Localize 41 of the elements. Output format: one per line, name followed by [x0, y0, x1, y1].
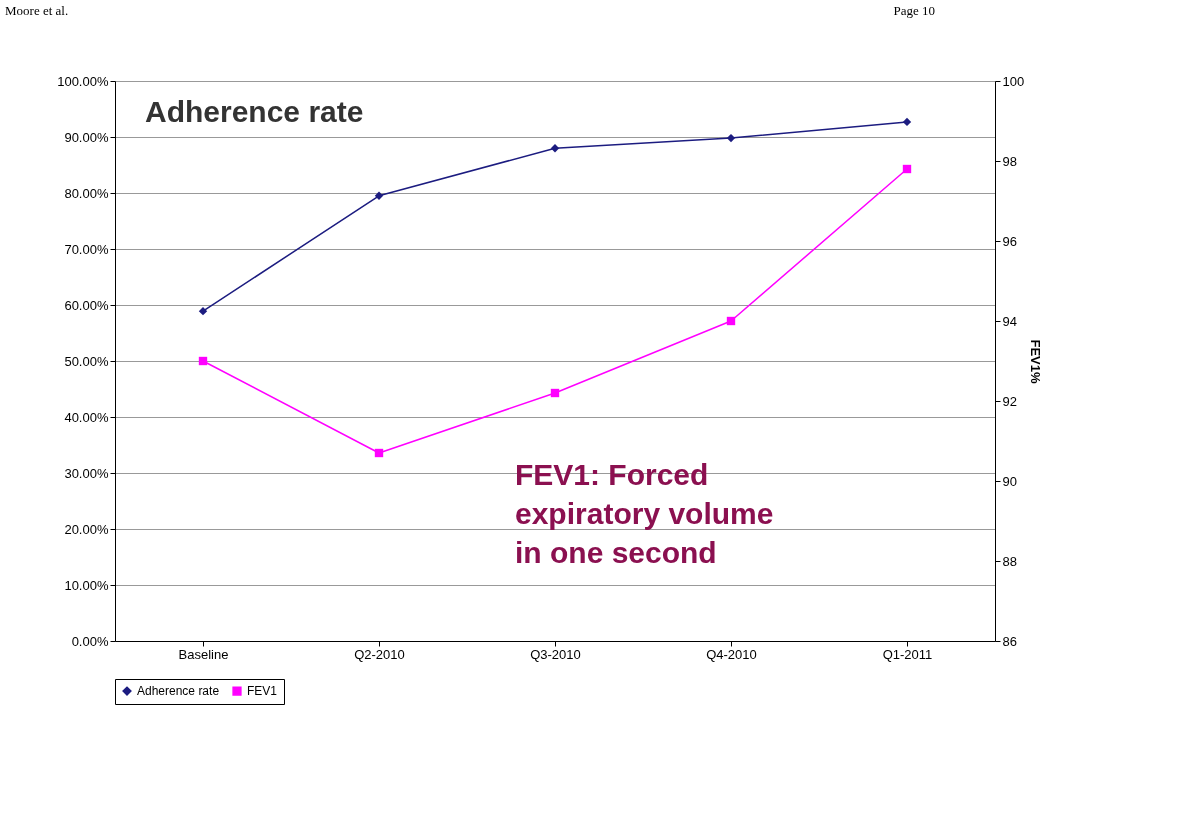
- point: [902, 164, 912, 174]
- point: [902, 117, 912, 127]
- y-tick-label: 60.00%: [64, 297, 109, 313]
- y2-tick-label: 98: [1002, 153, 1017, 169]
- point: [198, 356, 208, 366]
- annotation: FEV1: Forced expiratory volume in one second: [515, 458, 774, 569]
- legend-label: FEV1: [247, 684, 278, 699]
- y-tick-label: 50.00%: [64, 353, 109, 369]
- point: [550, 144, 560, 153]
- x-tick-label: Q2-2010: [354, 646, 405, 662]
- y-tick-label: 20.00%: [64, 521, 109, 537]
- y-tick-label: 70.00%: [64, 241, 109, 257]
- text: Page 10: [893, 3, 935, 18]
- y2-tick-label: 90: [1002, 473, 1017, 489]
- y2-tick-label: 100: [1002, 73, 1025, 89]
- y2-tick-label: 96: [1002, 233, 1017, 249]
- point: [726, 133, 736, 143]
- point: [198, 306, 208, 316]
- point: [374, 191, 384, 200]
- y2-tick-label: 86: [1002, 633, 1017, 649]
- x-tick-label: Q3-2010: [530, 646, 581, 662]
- y-tick-label: 30.00%: [64, 465, 109, 481]
- point: [550, 388, 560, 398]
- x-tick-label: Q1-2011: [882, 646, 933, 662]
- y2-tick-label: 94: [1002, 313, 1017, 329]
- annotation: Adherence rate: [145, 95, 364, 128]
- y-tick-label: 90.00%: [64, 129, 109, 145]
- y-tick-label: 10.00%: [64, 577, 109, 593]
- y2-tick-label: 88: [1002, 553, 1017, 569]
- legend-label: Adherence rate: [137, 684, 220, 699]
- point: [374, 448, 384, 458]
- y-tick-label: 40.00%: [64, 409, 109, 425]
- x-tick-label: Q4-2010: [706, 646, 757, 662]
- y-tick-label: 80.00%: [64, 185, 109, 201]
- y-tick-label: 100.00%: [57, 73, 109, 89]
- text: Moore et al.: [5, 3, 69, 18]
- y-tick-label: 0.00%: [71, 633, 109, 649]
- point: [726, 316, 736, 326]
- y2-axis-title: FEV1%: [1028, 339, 1044, 384]
- y2-tick-label: 92: [1002, 393, 1017, 409]
- x-tick-label: Baseline: [178, 646, 229, 662]
